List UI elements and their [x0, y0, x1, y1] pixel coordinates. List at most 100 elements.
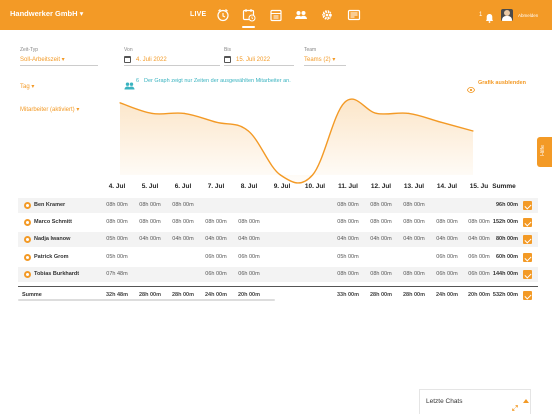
day-header: 12. Jul: [370, 183, 392, 190]
employee-name: Tobias Burkhardt: [34, 271, 80, 277]
hours-cell: 08h 00m: [139, 219, 161, 225]
chart-point: [440, 121, 442, 123]
team-underline: [304, 65, 346, 66]
visibility-eye-icon[interactable]: [24, 202, 31, 209]
row-total: 152h 00m: [492, 219, 518, 225]
sum-cell: 24h 00m: [204, 292, 227, 298]
hours-cell: 04h 00m: [403, 236, 425, 242]
hours-cell: 08h 00m: [205, 219, 227, 225]
logout-link[interactable]: Abmelden: [518, 13, 539, 18]
expand-icon[interactable]: [512, 398, 518, 411]
hours-cell: 06h 00m: [205, 271, 227, 277]
unit-select[interactable]: Tag ▾: [20, 84, 35, 90]
chart-area: [120, 99, 473, 183]
table-row: Tobias Burkhardt 07h 48m 06h 00m 06h 00m 08h…: [18, 267, 538, 282]
company-selector[interactable]: Handwerker GmbH ▾: [10, 9, 84, 18]
day-header: 7. Jul: [207, 183, 225, 190]
calendar-list-icon[interactable]: [269, 8, 283, 22]
day-header: 5. Jul: [141, 183, 159, 190]
hours-cell: 08h 00m: [370, 202, 392, 208]
hours-cell: 04h 00m: [337, 236, 359, 242]
nav-live[interactable]: LIVE: [190, 11, 207, 18]
hours-cell: 06h 00m: [205, 254, 227, 260]
team-icon[interactable]: [294, 8, 308, 22]
chart-line: [119, 98, 474, 184]
bell-icon[interactable]: [485, 10, 494, 23]
team-label: Team: [304, 47, 317, 53]
chart-point: [247, 130, 249, 132]
chart-point: [408, 112, 410, 114]
table-row: Nadja Iwanow 05h 00m 04h 00m 04h 00m 04h 00m…: [18, 232, 538, 247]
visibility-eye-icon[interactable]: [24, 254, 31, 261]
calendar-icon[interactable]: [224, 56, 231, 63]
sum-cell: 32h 48m: [105, 292, 128, 298]
active-nav-indicator: [242, 26, 255, 28]
hours-cell: 06h 00m: [238, 271, 260, 277]
visibility-eye-icon[interactable]: [24, 271, 31, 278]
notification-count: 1: [479, 12, 483, 18]
hours-cell: 08h 00m: [337, 202, 359, 208]
type-select[interactable]: Soll-Arbeitszeit ▾: [20, 57, 65, 63]
gear-icon[interactable]: [320, 8, 334, 22]
chart-point: [344, 101, 346, 103]
edit-button[interactable]: [523, 253, 532, 262]
news-icon[interactable]: [347, 8, 361, 22]
hours-cell: 04h 00m: [238, 236, 260, 242]
hide-graph-button[interactable]: Grafik ausblenden: [478, 80, 526, 86]
recent-chats-panel[interactable]: Letzte Chats: [419, 389, 531, 414]
calendar-icon[interactable]: [124, 56, 131, 63]
row-total: 96h 00m: [495, 202, 518, 208]
hours-cell: 08h 00m: [106, 202, 128, 208]
edit-button[interactable]: [523, 291, 532, 300]
top-bar: Handwerker GmbH ▾ LIVE 1 Abmelden: [0, 0, 552, 30]
from-label: Von: [124, 47, 133, 53]
hours-cell: 05h 00m: [337, 254, 359, 260]
hours-cell: 08h 00m: [172, 219, 194, 225]
sum-divider: [18, 286, 538, 287]
chart-point: [376, 112, 378, 114]
day-header: 11. Jul: [338, 183, 358, 190]
from-underline: [124, 65, 220, 66]
hours-cell: 04h 00m: [370, 236, 392, 242]
hours-cell: 08h 00m: [106, 219, 128, 225]
hours-cell: 05h 00m: [106, 254, 128, 260]
sum-cell: 24h 00m: [435, 292, 458, 298]
hours-cell: 08h 00m: [403, 219, 425, 225]
help-tab[interactable]: Hilfe: [537, 137, 552, 167]
hours-cell: 04h 00m: [139, 236, 161, 242]
from-date[interactable]: 4. Juli 2022: [136, 57, 167, 63]
employee-name: Marco Schmitt: [34, 219, 72, 225]
edit-button[interactable]: [523, 201, 532, 210]
hours-cell: 04h 00m: [468, 236, 490, 242]
visibility-eye-icon[interactable]: [24, 219, 31, 226]
row-total: 60h 00m: [495, 254, 518, 260]
chevron-up-icon[interactable]: [523, 399, 529, 403]
selected-count: 6: [136, 78, 140, 84]
edit-button[interactable]: [523, 218, 532, 227]
calendar-clock-icon[interactable]: [242, 8, 256, 22]
horizontal-scrollbar[interactable]: [18, 299, 275, 301]
table-row: Patrick Grom 05h 00m 06h 00m 06h 00m 05h 00m…: [18, 250, 538, 265]
edit-button[interactable]: [523, 270, 532, 279]
edit-button[interactable]: [523, 235, 532, 244]
visibility-eye-icon[interactable]: [24, 236, 31, 243]
hours-cell: 04h 00m: [436, 236, 458, 242]
sum-cell: 33h 00m: [336, 292, 359, 298]
avatar[interactable]: [501, 9, 513, 21]
sum-cell: 28h 00m: [369, 292, 392, 298]
hours-cell: 08h 00m: [403, 271, 425, 277]
chat-title: Letzte Chats: [426, 398, 463, 405]
eye-icon[interactable]: [466, 80, 476, 94]
chart-point: [119, 102, 121, 104]
chart-point: [311, 174, 314, 176]
to-date[interactable]: 15. Juli 2022: [236, 57, 271, 63]
team-select[interactable]: Teams (2) ▾: [304, 57, 336, 63]
clock-icon[interactable]: [216, 8, 230, 22]
employee-select[interactable]: Mitarbeiter (aktiviert) ▾: [20, 107, 80, 113]
hours-cell: 06h 00m: [436, 271, 458, 277]
hours-cell: 08h 00m: [436, 219, 458, 225]
hours-cell: 06h 00m: [238, 254, 260, 260]
hours-cell: 08h 00m: [468, 219, 490, 225]
hours-cell: 05h 00m: [106, 236, 128, 242]
hours-cell: 06h 00m: [468, 254, 490, 260]
